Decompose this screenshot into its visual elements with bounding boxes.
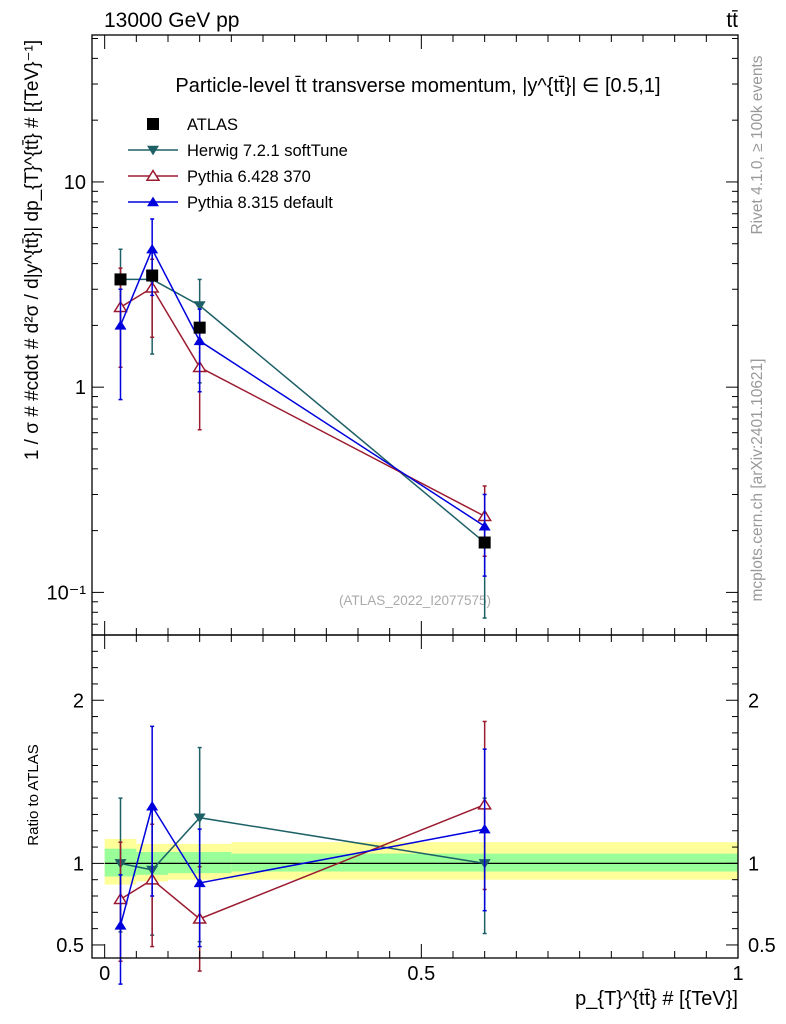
ratio-y-tick-label-right: 2: [748, 690, 759, 712]
ratio-series-2-marker: [114, 919, 127, 930]
main-series-1-marker: [193, 301, 206, 311]
mcplots-label: mcplots.cern.ch [arXiv:2401.10621]: [749, 359, 766, 602]
ratio-series-2-line: [119, 804, 485, 926]
x-tick-label: 0: [99, 963, 110, 985]
ratio-series-2-marker: [193, 877, 206, 888]
main-series-3-marker: [193, 335, 206, 346]
main-series-1-line: [120, 278, 486, 544]
main-y-tick-label: 10: [64, 172, 86, 194]
legend-marker-2: [145, 169, 161, 181]
legend-label: Herwig 7.2.1 softTune: [187, 142, 348, 160]
x-tick-label: 0.5: [407, 963, 435, 985]
ratio-plot-frame: [91, 634, 739, 959]
main-series-2-line: [120, 286, 486, 517]
legend-marker-0: [147, 118, 159, 130]
atlas-data-point: [478, 536, 491, 549]
main-series-3-marker: [146, 243, 159, 254]
legend-label: Pythia 8.315 default: [187, 194, 333, 212]
legend-label: Pythia 6.428 370: [187, 168, 311, 186]
ratio-series-2-marker: [146, 800, 159, 811]
ratio-series-2-marker: [478, 823, 491, 834]
main-y-tick-label: 10⁻¹: [47, 582, 87, 604]
main-series-3-line: [119, 247, 486, 527]
ratio-y-tick-label-left: 1: [73, 853, 84, 875]
analysis-watermark: (ATLAS_2022_I2077575): [339, 593, 491, 608]
ratio-y-tick-label-left: 0.5: [56, 935, 84, 957]
ratio-y-tick-label-left: 2: [73, 690, 84, 712]
rivet-label: Rivet 4.1.0, ≥ 100k events: [749, 55, 766, 234]
x-axis-label: p_{T}^{tt̄} # [{TeV}]: [575, 988, 738, 1010]
ratio-y-tick-label-right: 1: [748, 853, 759, 875]
energy-label: 13000 GeV pp: [104, 9, 239, 32]
atlas-data-point: [193, 321, 206, 334]
atlas-data-point: [114, 273, 127, 286]
atlas-data-point: [146, 269, 159, 282]
ratio-y-axis-label: Ratio to ATLAS: [25, 744, 42, 845]
ratio-series-0-marker: [193, 813, 206, 824]
x-tick-label: 1: [732, 963, 743, 985]
legend-marker-1: [147, 145, 159, 156]
main-series-3-marker: [114, 319, 127, 330]
main-plot-title: Particle-level t̄t transverse momentum, …: [175, 75, 660, 97]
main-series-3-marker: [478, 520, 491, 531]
main-y-tick-label: 1: [75, 377, 86, 399]
legend-label: ATLAS: [187, 116, 238, 134]
legend-marker-3: [147, 196, 159, 207]
ratio-series-1-line: [120, 803, 485, 920]
main-y-axis-label: 1 / σ # #cdot # d²σ / d|y^{tt̄}| dp_{T}^…: [22, 40, 43, 460]
process-label: tt̄: [726, 9, 738, 32]
ratio-y-tick-label-right: 0.5: [748, 935, 776, 957]
